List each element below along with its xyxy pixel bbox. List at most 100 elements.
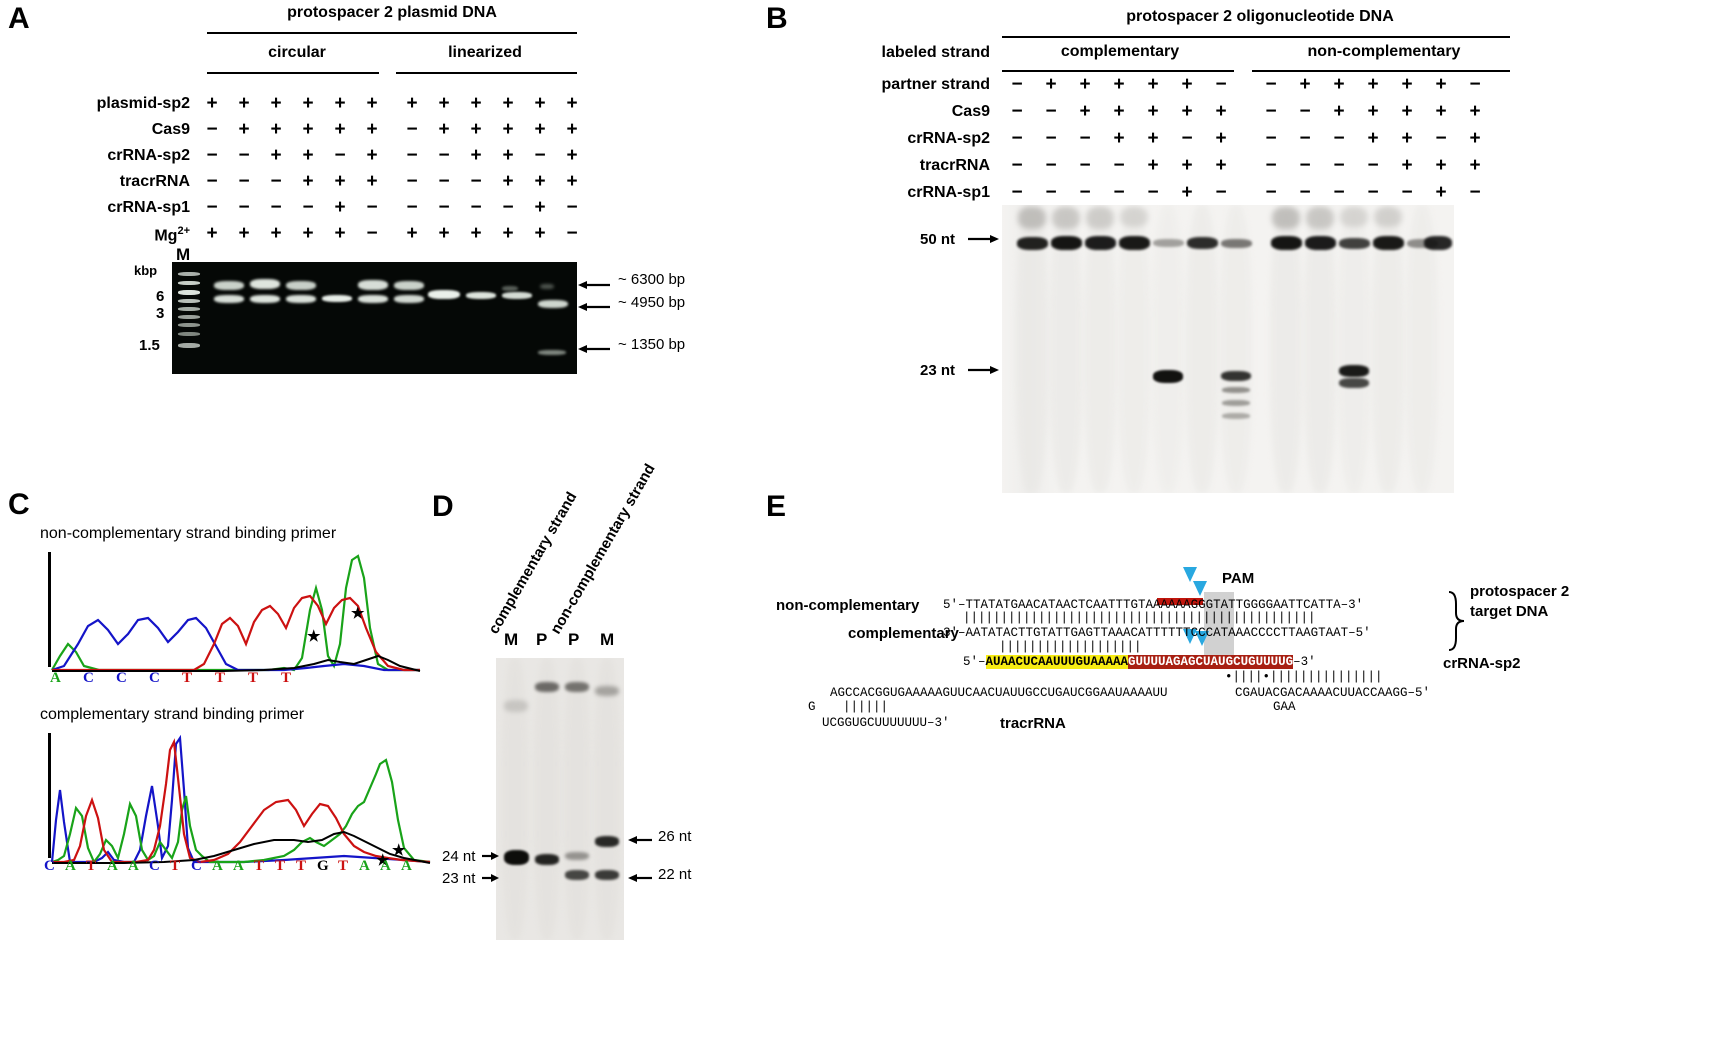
panel-b-annotation-label-1: 23 nt	[920, 362, 956, 379]
c-bottom-bases-letter-3: A	[107, 858, 118, 874]
panel-a-cell-2-9: +	[502, 145, 514, 166]
panel-a-cell-3-10: +	[534, 171, 546, 192]
c-top-bases-letter-0: A	[50, 670, 61, 686]
panel-a-cell-4-0: −	[206, 197, 218, 218]
panel-a-group-linearized: linearized	[448, 44, 522, 61]
panel-b-cell-1-10: +	[1367, 101, 1379, 122]
panel-b-symbol-row-2: − − − + + − + − − − + + − +	[1000, 128, 1492, 149]
panel-a-cell-0-9: +	[502, 93, 514, 114]
c-top-bases-letter-7: T	[281, 670, 292, 686]
panel-e-complementary-sequence: 3′–AATATACTTGTATTGAGTTAAACATTTTTTCCCATAA…	[943, 626, 1371, 640]
panel-b-cell-4-13: −	[1469, 182, 1481, 203]
panel-b-cell-4-4: −	[1147, 182, 1159, 203]
panel-a-cell-3-6: −	[406, 171, 418, 192]
panel-b-cell-1-1: −	[1045, 101, 1057, 122]
panel-a-cell-0-4: +	[334, 93, 346, 114]
panel-b-cell-3-5: +	[1181, 155, 1193, 176]
panel-b-symbol-row-0: − + + + + + − − + + + + + −	[1000, 74, 1492, 95]
panel-a-group-rule-1	[207, 72, 379, 74]
panel-d-right-arrow-1	[628, 872, 654, 885]
panel-a-cell-4-4: +	[334, 197, 346, 218]
panel-b-cell-2-2: −	[1079, 128, 1091, 149]
panel-a-cell-5-1: +	[238, 223, 250, 244]
panel-a-row-label-5: Mg2+	[30, 225, 190, 245]
panel-b-cell-4-12: +	[1435, 182, 1447, 203]
panel-b-cell-3-4: +	[1147, 155, 1159, 176]
panel-c-axis-bottom	[48, 733, 51, 858]
panel-b-cell-0-5: +	[1181, 74, 1193, 95]
panel-e-duplex-pairing-top: ||||||||||||||||||||||||||||||||||||||||…	[963, 611, 1316, 625]
panel-b-group-rule-1	[1002, 70, 1234, 72]
panel-e-target-label-line1: protospacer 2	[1470, 583, 1570, 600]
panel-d-letter: D	[432, 490, 454, 523]
panel-a-cell-3-11: +	[566, 171, 578, 192]
panel-a-cell-4-3: −	[302, 197, 314, 218]
panel-d-right-arrow-0	[628, 834, 654, 847]
panel-a-cell-2-2: +	[270, 145, 282, 166]
panel-b-cell-0-12: +	[1435, 74, 1447, 95]
panel-b-cell-0-13: −	[1469, 74, 1481, 95]
c-bottom-bases-letter-9: A	[233, 858, 244, 874]
panel-b-cell-2-0: −	[1011, 128, 1023, 149]
panel-a-cell-2-3: +	[302, 145, 314, 166]
panel-a-row-label-4: crRNA-sp1	[107, 199, 190, 216]
panel-b-cell-4-6: −	[1215, 182, 1227, 203]
panel-a-cell-4-8: −	[470, 197, 482, 218]
panel-e-crrna-sequence: 5′–AUAACUCAAUUUGUAAAAAGUUUUAGAGCUAUGCUGU…	[963, 655, 1316, 669]
panel-b-cell-3-2: −	[1079, 155, 1091, 176]
panel-b-cell-0-3: +	[1113, 74, 1125, 95]
c-bottom-bases-letter-6: T	[170, 858, 181, 874]
panel-a-cell-5-10: +	[534, 223, 546, 244]
c-top-bases-letter-6: T	[248, 670, 259, 686]
c-top-bases-letter-4: T	[182, 670, 193, 686]
panel-a-cell-0-6: +	[406, 93, 418, 114]
panel-b-cell-0-1: +	[1045, 74, 1057, 95]
c-bottom-bases-letter-15: A	[359, 858, 370, 874]
panel-a-symbol-row-4: − − − − + − − − − − + −	[196, 197, 588, 218]
panel-a-cell-4-9: −	[502, 197, 514, 218]
panel-a-letter: A	[8, 2, 30, 35]
panel-b-cell-2-3: +	[1113, 128, 1125, 149]
panel-a-cell-1-1: +	[238, 119, 250, 140]
panel-b-cell-4-3: −	[1113, 182, 1125, 203]
panel-b-cell-1-13: +	[1469, 101, 1481, 122]
panel-b-symbol-row-3: − − − − + + + − − − − + + +	[1000, 155, 1492, 176]
panel-a-cell-4-1: −	[238, 197, 250, 218]
c-top-bases-letter-5: T	[215, 670, 226, 686]
panel-c-star-bottom-2: ★	[392, 842, 406, 859]
c-bottom-bases-letter-8: A	[212, 858, 223, 874]
panel-b-cell-2-10: +	[1367, 128, 1379, 149]
panel-b-cell-4-5: +	[1181, 182, 1193, 203]
panel-b-cell-4-7: −	[1265, 182, 1277, 203]
c-bottom-bases-letter-17: A	[401, 858, 412, 874]
panel-b-cell-4-0: −	[1011, 182, 1023, 203]
panel-d-left-annotation-0: 24 nt	[442, 848, 476, 865]
panel-a-cell-3-2: −	[270, 171, 282, 192]
panel-c-trace-title-0: non-complementary strand binding primer	[40, 525, 337, 542]
panel-b-symbol-row-1: − − + + + + + − − + + + + +	[1000, 101, 1492, 122]
panel-d-lane-label-3: M	[600, 630, 615, 649]
panel-a-cell-5-5: −	[366, 223, 378, 244]
c-bottom-bases-letter-7: C	[191, 858, 202, 874]
panel-c-star-top-2: ★	[351, 605, 365, 622]
cut-arrow-top-2	[1192, 580, 1208, 598]
panel-b-cell-4-9: −	[1333, 182, 1345, 203]
panel-e-crrna-pairing: |||||||||||||||||||	[999, 640, 1142, 654]
panel-b-cell-1-7: −	[1265, 101, 1277, 122]
panel-b-cell-3-11: +	[1401, 155, 1413, 176]
c-bottom-bases-letter-11: T	[275, 858, 286, 874]
panel-e-noncomplementary-sequence: 5′–TTATATGAACATAACTCAATTTGTAAAAAAGGGTATT…	[943, 598, 1364, 612]
panel-a-symbol-row-1: − + + + + + − + + + + +	[196, 119, 588, 140]
panel-a-cell-3-9: +	[502, 171, 514, 192]
panel-d-left-annotation-1: 23 nt	[442, 870, 476, 887]
panel-b-group-rule-2	[1252, 70, 1510, 72]
panel-a-cell-1-2: +	[270, 119, 282, 140]
panel-a-cell-4-5: −	[366, 197, 378, 218]
panel-b-cell-0-10: +	[1367, 74, 1379, 95]
panel-a-cell-0-10: +	[534, 93, 546, 114]
panel-a-cell-3-8: −	[470, 171, 482, 192]
panel-b-cell-3-3: −	[1113, 155, 1125, 176]
panel-d-left-arrow-0	[482, 850, 500, 863]
panel-b-cell-0-6: −	[1215, 74, 1227, 95]
panel-a-cell-2-11: +	[566, 145, 578, 166]
